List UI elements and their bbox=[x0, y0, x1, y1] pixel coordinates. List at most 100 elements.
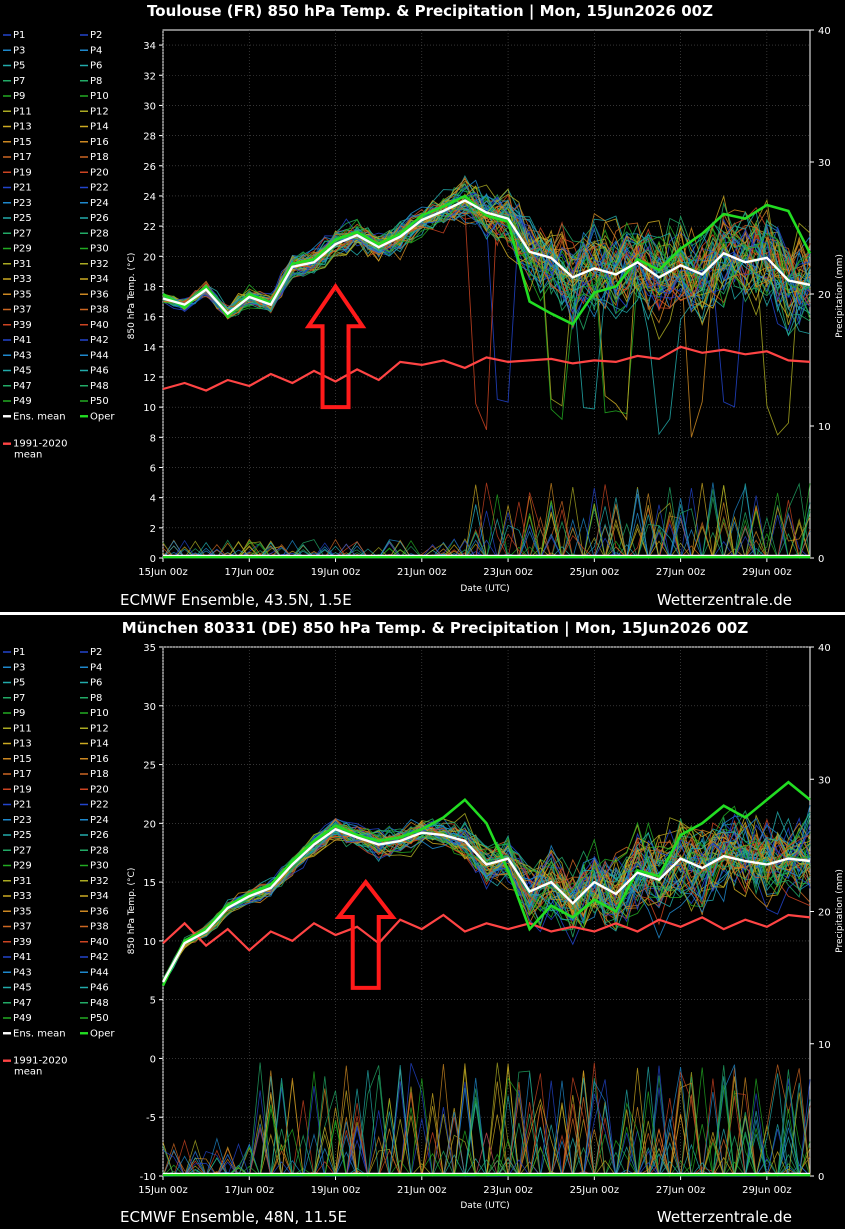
member-precip-line bbox=[162, 482, 810, 559]
legend-entry: P26 bbox=[90, 830, 109, 841]
member-precip-line bbox=[163, 495, 810, 559]
member-line bbox=[162, 208, 811, 331]
legend-entry: P24 bbox=[90, 198, 109, 209]
legend-entry: P23 bbox=[13, 198, 32, 209]
legend-entry: P28 bbox=[90, 228, 109, 239]
y-tick-label: 14 bbox=[143, 343, 156, 354]
y-tick-label: 2 bbox=[150, 524, 156, 535]
y2-tick-label: 20 bbox=[818, 290, 831, 301]
legend-entry: P11 bbox=[13, 723, 32, 734]
member-precip-line bbox=[163, 1113, 810, 1177]
legend-entry: P36 bbox=[90, 906, 109, 917]
y-tick-label: 8 bbox=[150, 433, 156, 444]
member-precip-line bbox=[163, 516, 810, 559]
chart-panel-toulouse: P2 P4 P6 P8 P10 P12 P14 P16 P18 P20 P22 P24 P26 P28 P3… bbox=[0, 0, 845, 614]
legend-entry: P44 bbox=[90, 350, 109, 361]
legend-entry: P37 bbox=[13, 922, 32, 933]
legend-entry: P13 bbox=[13, 122, 32, 133]
legend-entry: P44 bbox=[90, 967, 109, 978]
y-tick-label: 25 bbox=[143, 761, 156, 772]
member-precip-line bbox=[163, 493, 810, 559]
legend-entry: P42 bbox=[90, 952, 109, 963]
y-axis-label: 850 hPa Temp. (°C) bbox=[127, 253, 137, 340]
y-tick-label: 18 bbox=[143, 282, 156, 293]
legend-entry: P43 bbox=[13, 967, 32, 978]
member-precip-line bbox=[163, 512, 811, 559]
legend-entry: P8 bbox=[90, 76, 102, 87]
x-tick-label: 23Jun 00z bbox=[483, 1185, 533, 1196]
y2-axis-label: Precipitation (mm) bbox=[835, 869, 845, 953]
legend-entry: P20 bbox=[90, 784, 109, 795]
y-tick-label: 22 bbox=[143, 222, 156, 233]
legend-toulouse: P2 P4 P6 P8 P10 P12 P14 P16 P18 P20 P22 P24 P26 P28 P3… bbox=[3, 30, 115, 460]
x-tick-label: 21Jun 00z bbox=[397, 1185, 447, 1196]
member-precip-line bbox=[162, 482, 810, 559]
legend-entry: P50 bbox=[90, 1013, 109, 1024]
x-tick-label: 15Jun 00z bbox=[138, 567, 188, 578]
legend-entry: P31 bbox=[13, 876, 32, 887]
legend-entry: P13 bbox=[13, 739, 32, 750]
legend-entry: P20 bbox=[90, 167, 109, 178]
member-precip-line bbox=[163, 500, 810, 559]
y-tick-label: 16 bbox=[143, 313, 156, 324]
y-tick-label: 10 bbox=[143, 403, 156, 414]
member-line bbox=[162, 193, 811, 315]
legend-entry: P34 bbox=[90, 891, 109, 902]
legend-entry: P19 bbox=[13, 784, 32, 795]
member-precip-line bbox=[163, 505, 810, 559]
y2-tick-label: 30 bbox=[818, 775, 831, 786]
plot-frame bbox=[162, 646, 811, 1177]
footer-left: ECMWF Ensemble, 43.5N, 1.5E bbox=[120, 591, 352, 609]
x-tick-label: 19Jun 00z bbox=[311, 1185, 361, 1196]
legend-entry: P12 bbox=[90, 106, 109, 117]
series-line-climatology bbox=[162, 345, 811, 392]
legend-entry: P38 bbox=[90, 305, 109, 316]
member-precip-line bbox=[163, 514, 810, 560]
legend-entry: P32 bbox=[90, 259, 109, 270]
legend-entry: P17 bbox=[13, 152, 32, 163]
legend-entry: P24 bbox=[90, 815, 109, 826]
legend-entry: P4 bbox=[90, 45, 102, 56]
member-precip-line bbox=[163, 484, 810, 559]
x-tick-label: 19Jun 00z bbox=[311, 567, 361, 578]
legend-entry: P16 bbox=[90, 754, 109, 765]
legend-entry: P16 bbox=[90, 137, 109, 148]
legend-entry: P19 bbox=[13, 167, 32, 178]
legend-entry: P42 bbox=[90, 335, 109, 346]
y-tick-label: 30 bbox=[143, 702, 156, 713]
legend-entry: Oper bbox=[90, 1028, 115, 1039]
x-tick-label: 15Jun 00z bbox=[138, 1185, 188, 1196]
legend-entry: P35 bbox=[13, 289, 32, 300]
legend-entry: P27 bbox=[13, 845, 32, 856]
legend-entry: P25 bbox=[13, 830, 32, 841]
member-precip-line bbox=[163, 500, 810, 559]
x-tick-label: 17Jun 00z bbox=[225, 1185, 275, 1196]
legend-entry: P3 bbox=[13, 45, 25, 56]
legend-entry: P30 bbox=[90, 244, 109, 255]
member-precip-line bbox=[163, 1093, 810, 1177]
member-precip-line bbox=[163, 1124, 810, 1177]
legend-entry: P40 bbox=[90, 937, 109, 948]
y-tick-label: -5 bbox=[146, 1113, 156, 1124]
legend-entry: P39 bbox=[13, 320, 32, 331]
legend-entry: P32 bbox=[90, 876, 109, 887]
y-tick-label: 20 bbox=[143, 252, 156, 263]
legend-entry: P28 bbox=[90, 845, 109, 856]
member-precip-line bbox=[163, 484, 810, 559]
chart-panel-munich: P2 P4 P6 P8 P10 P12 P14 P16 P18 P20 P22 P24 P26 P28 P3… bbox=[0, 615, 845, 1229]
plot-munich: -10 -5 0 5 10 15 20 25 30 35 0 10 20 30 40 15Jun 00z 17J… bbox=[138, 643, 830, 1196]
legend-entry: P41 bbox=[13, 952, 32, 963]
member-precip-line bbox=[163, 493, 810, 559]
legend-entry: P15 bbox=[13, 754, 32, 765]
legend-entry: P30 bbox=[90, 861, 109, 872]
legend-entry: P31 bbox=[13, 259, 32, 270]
legend-entry: 1991-2020 bbox=[13, 439, 68, 450]
y-tick-label: 4 bbox=[150, 494, 156, 505]
legend-entry: P45 bbox=[13, 366, 32, 377]
legend-entry: P47 bbox=[13, 381, 32, 392]
x-tick-label: 29Jun 00z bbox=[742, 1185, 792, 1196]
y2-tick-label: 0 bbox=[818, 1172, 824, 1183]
legend-munich: P2 P4 P6 P8 P10 P12 P14 P16 P18 P20 P22 P24 P26 P28 P3… bbox=[3, 647, 115, 1077]
y2-tick-label: 10 bbox=[818, 1040, 831, 1051]
legend-entry: P46 bbox=[90, 983, 109, 994]
